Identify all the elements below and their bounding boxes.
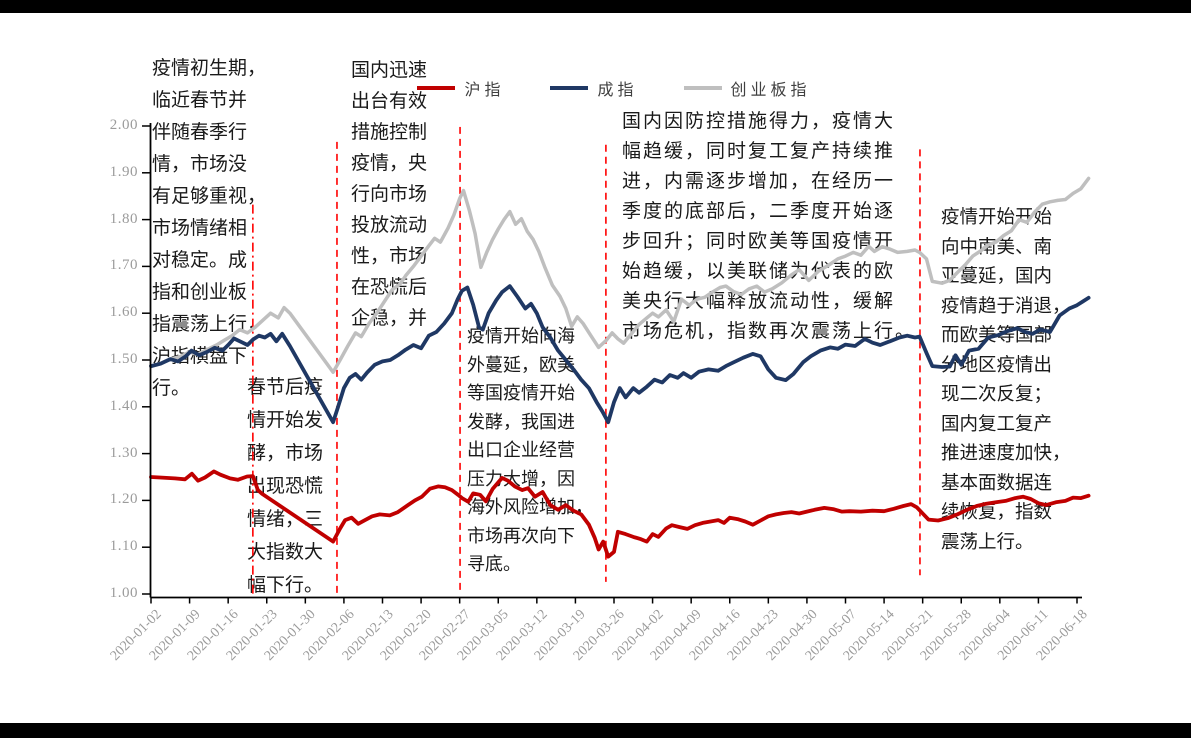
y-tick-label: 1.90 xyxy=(109,163,138,180)
legend-item-chuangyeban: 创业板指 xyxy=(683,76,811,100)
y-tick-label: 1.50 xyxy=(109,351,138,367)
y-tick-label: 1.30 xyxy=(109,444,138,461)
y-tick-label: 1.80 xyxy=(109,210,138,227)
legend-label-chengzhi: 成指 xyxy=(597,82,638,99)
y-tick-label: 1.00 xyxy=(109,585,138,601)
chengzhi-line-swatch xyxy=(550,86,589,90)
legend-label-chuangyeban: 创业板指 xyxy=(730,82,811,99)
y-tick-label: 1.40 xyxy=(109,397,138,414)
legend-label-huzhi: 沪指 xyxy=(464,82,505,99)
y-tick-label: 2.00 xyxy=(109,117,138,133)
huzhi-line-swatch xyxy=(417,86,456,90)
bottom-black-bar xyxy=(0,723,1191,738)
y-tick-label: 1.20 xyxy=(109,491,138,508)
y-tick-label: 1.60 xyxy=(109,304,138,321)
chuangyeban-line-swatch xyxy=(683,86,722,90)
legend-item-huzhi: 沪指 xyxy=(417,76,504,100)
y-tick-label: 1.70 xyxy=(109,257,138,274)
legend-item-chengzhi: 成指 xyxy=(550,76,637,100)
legend: 沪指 成指 创业板指 xyxy=(151,76,1077,100)
top-black-bar xyxy=(0,0,1191,13)
y-tick-label: 1.10 xyxy=(109,538,138,555)
